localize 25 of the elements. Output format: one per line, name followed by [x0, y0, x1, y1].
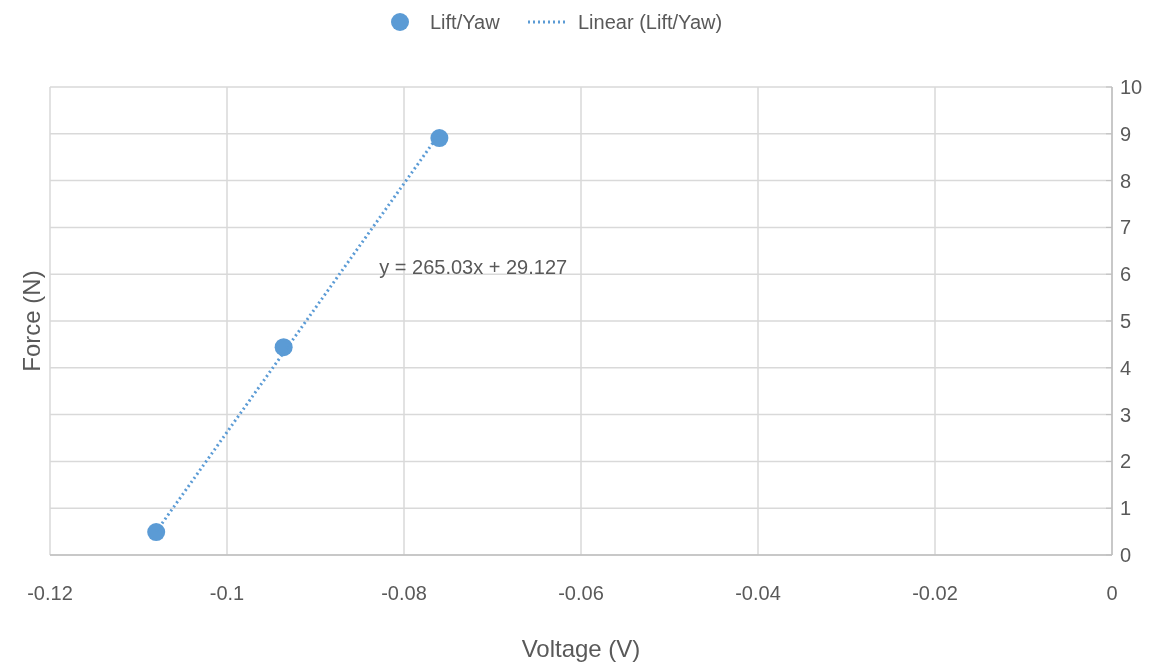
x-tick-label: 0: [1106, 582, 1118, 604]
legend-label: Linear (Lift/Yaw): [578, 11, 723, 33]
y-tick-label: 7: [1120, 216, 1132, 239]
y-tick-label: 3: [1120, 403, 1132, 426]
y-tick-label: 2: [1120, 450, 1132, 473]
y-tick-label: 10: [1120, 76, 1143, 98]
y-tick-label: 6: [1120, 263, 1132, 286]
y-tick-label: 1: [1120, 497, 1132, 520]
legend-label: Lift/Yaw: [430, 11, 501, 33]
x-axis-title: Voltage (V): [521, 635, 641, 662]
annotation: y = 265.03x + 29.127: [379, 256, 568, 279]
y-tick-label: 0: [1120, 544, 1132, 566]
point: [430, 129, 449, 148]
y-axis-title: Force (N): [18, 270, 45, 372]
y-tick-label: 9: [1120, 122, 1132, 145]
point: [147, 523, 166, 542]
x-tick-label: -0.08: [381, 582, 427, 604]
x-tick-label: -0.12: [27, 582, 73, 604]
y-tick-label: 4: [1120, 356, 1132, 379]
x-tick-label: -0.06: [558, 582, 604, 604]
x-tick-label: -0.02: [912, 582, 958, 604]
y-tick-label: 8: [1120, 169, 1132, 192]
x-tick-label: -0.1: [209, 582, 245, 604]
x-tick-label: -0.04: [735, 582, 781, 604]
y-tick-label: 5: [1120, 310, 1132, 332]
